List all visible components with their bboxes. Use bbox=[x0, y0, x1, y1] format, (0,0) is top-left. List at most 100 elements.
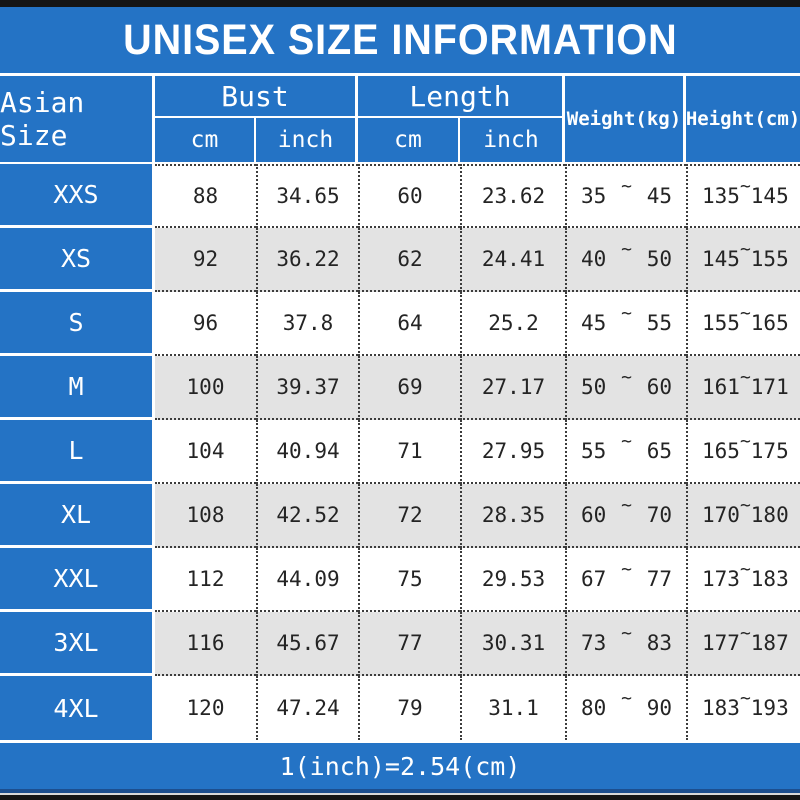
height-max: 193 bbox=[750, 696, 789, 720]
bust-cm-value: 88 bbox=[155, 164, 256, 228]
bust-cm-value: 116 bbox=[155, 612, 256, 676]
tilde-symbol: ~ bbox=[621, 302, 632, 324]
height-range: 155 ~ 165 bbox=[686, 292, 800, 356]
table-row: S 96 37.8 64 25.2 45 ~ 55 155 ~ 165 bbox=[0, 292, 800, 356]
header-height-cm: Height(cm) bbox=[685, 108, 800, 130]
weight-max: 65 bbox=[646, 439, 672, 463]
height-range: 161 ~ 171 bbox=[686, 356, 800, 420]
height-min: 173 bbox=[702, 567, 740, 591]
bust-cm-value: 100 bbox=[155, 356, 256, 420]
weight-range: 45 ~ 55 bbox=[565, 292, 686, 356]
length-cm-value: 69 bbox=[358, 356, 460, 420]
weight-range: 73 ~ 83 bbox=[565, 612, 686, 676]
bust-cm-value: 92 bbox=[155, 228, 256, 292]
footer-note-band: 1(inch)=2.54(cm) bbox=[0, 740, 800, 789]
length-inch-value: 28.35 bbox=[460, 484, 565, 548]
height-min: 177 bbox=[702, 631, 740, 655]
header-bust-cm: cm bbox=[155, 118, 256, 162]
tilde-symbol: ~ bbox=[621, 366, 632, 388]
weight-range: 40 ~ 50 bbox=[565, 228, 686, 292]
weight-max: 83 bbox=[646, 631, 672, 655]
length-inch-value: 23.62 bbox=[460, 164, 565, 228]
height-min: 165 bbox=[702, 439, 740, 463]
height-max: 180 bbox=[750, 503, 789, 527]
table-row: 4XL 120 47.24 79 31.1 80 ~ 90 183 ~ 193 bbox=[0, 676, 800, 740]
tilde-symbol: ~ bbox=[621, 238, 632, 260]
table-row: XXS 88 34.65 60 23.62 35 ~ 45 135 ~ 145 bbox=[0, 164, 800, 228]
weight-min: 60 bbox=[581, 503, 607, 527]
length-cm-value: 71 bbox=[358, 420, 460, 484]
length-cm-value: 62 bbox=[358, 228, 460, 292]
height-max: 145 bbox=[750, 184, 789, 208]
height-max: 183 bbox=[750, 567, 789, 591]
bottom-accent-line bbox=[0, 789, 800, 793]
bust-inch-value: 42.52 bbox=[256, 484, 358, 548]
length-cm-value: 60 bbox=[358, 164, 460, 228]
height-range: 145 ~ 155 bbox=[686, 228, 800, 292]
tilde-symbol: ~ bbox=[621, 430, 632, 452]
conversion-note: 1(inch)=2.54(cm) bbox=[279, 751, 521, 781]
weight-max: 50 bbox=[646, 247, 672, 271]
header-length: Length bbox=[358, 76, 565, 118]
weight-range: 55 ~ 65 bbox=[565, 420, 686, 484]
bust-cm-value: 108 bbox=[155, 484, 256, 548]
bust-inch-value: 36.22 bbox=[256, 228, 358, 292]
height-min: 145 bbox=[702, 247, 740, 271]
table-body: XXS 88 34.65 60 23.62 35 ~ 45 135 ~ 145 … bbox=[0, 164, 800, 740]
tilde-symbol: ~ bbox=[739, 175, 751, 197]
height-range: 173 ~ 183 bbox=[686, 548, 800, 612]
height-max: 155 bbox=[750, 247, 789, 271]
length-inch-value: 27.17 bbox=[460, 356, 565, 420]
tilde-symbol: ~ bbox=[739, 687, 751, 709]
size-label: XL bbox=[0, 484, 155, 548]
size-label: 3XL bbox=[0, 612, 155, 676]
bust-inch-value: 34.65 bbox=[256, 164, 358, 228]
length-inch-value: 27.95 bbox=[460, 420, 565, 484]
height-max: 187 bbox=[750, 631, 789, 655]
length-cm-value: 77 bbox=[358, 612, 460, 676]
weight-min: 40 bbox=[581, 247, 607, 271]
weight-range: 35 ~ 45 bbox=[565, 164, 686, 228]
weight-min: 45 bbox=[581, 311, 607, 335]
height-min: 161 bbox=[702, 375, 740, 399]
tilde-symbol: ~ bbox=[621, 494, 632, 516]
weight-min: 67 bbox=[581, 567, 607, 591]
tilde-symbol: ~ bbox=[621, 622, 632, 644]
length-inch-value: 24.41 bbox=[460, 228, 565, 292]
size-label: XS bbox=[0, 228, 155, 292]
weight-range: 50 ~ 60 bbox=[565, 356, 686, 420]
bust-inch-value: 44.09 bbox=[256, 548, 358, 612]
header-length-inch: inch bbox=[460, 118, 565, 162]
size-label: 4XL bbox=[0, 676, 155, 740]
table-row: 3XL 116 45.67 77 30.31 73 ~ 83 177 ~ 187 bbox=[0, 612, 800, 676]
weight-min: 80 bbox=[581, 696, 607, 720]
tilde-symbol: ~ bbox=[739, 302, 751, 324]
top-border-bar bbox=[0, 0, 800, 7]
height-min: 170 bbox=[702, 503, 740, 527]
length-cm-value: 75 bbox=[358, 548, 460, 612]
tilde-symbol: ~ bbox=[621, 687, 632, 709]
bust-inch-value: 40.94 bbox=[256, 420, 358, 484]
height-min: 155 bbox=[702, 311, 740, 335]
header-weight-kg: Weight(kg) bbox=[565, 76, 686, 162]
length-cm-value: 79 bbox=[358, 676, 460, 740]
size-label: M bbox=[0, 356, 155, 420]
length-inch-value: 30.31 bbox=[460, 612, 565, 676]
length-inch-value: 29.53 bbox=[460, 548, 565, 612]
bust-cm-value: 112 bbox=[155, 548, 256, 612]
height-range: 170 ~ 180 bbox=[686, 484, 800, 548]
header-asian-size: Asian Size bbox=[0, 76, 155, 162]
bust-cm-value: 120 bbox=[155, 676, 256, 740]
table-row: XXL 112 44.09 75 29.53 67 ~ 77 173 ~ 183 bbox=[0, 548, 800, 612]
table-row: XS 92 36.22 62 24.41 40 ~ 50 145 ~ 155 bbox=[0, 228, 800, 292]
weight-max: 77 bbox=[646, 567, 672, 591]
length-cm-value: 72 bbox=[358, 484, 460, 548]
height-min: 135 bbox=[702, 184, 740, 208]
weight-max: 90 bbox=[646, 696, 672, 720]
weight-range: 60 ~ 70 bbox=[565, 484, 686, 548]
header-length-cm: cm bbox=[358, 118, 460, 162]
tilde-symbol: ~ bbox=[739, 238, 751, 260]
tilde-symbol: ~ bbox=[739, 622, 751, 644]
tilde-symbol: ~ bbox=[621, 558, 632, 580]
